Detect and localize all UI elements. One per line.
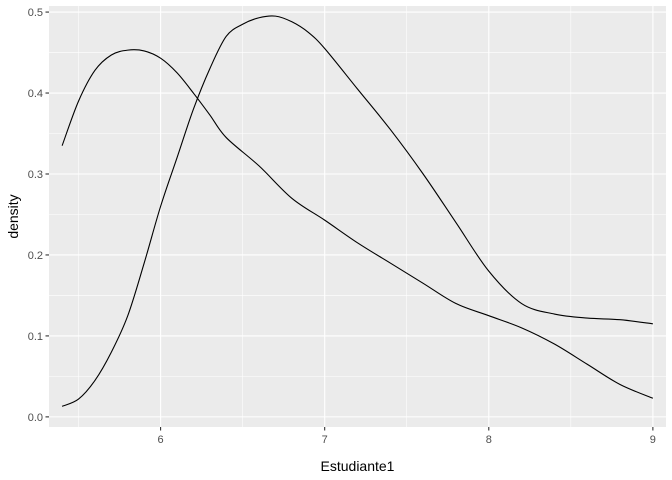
major-gridlines bbox=[49, 6, 666, 427]
plot-panel bbox=[49, 6, 666, 427]
x-tick-label: 7 bbox=[322, 434, 328, 446]
y-axis-title: density bbox=[5, 194, 21, 238]
y-tick-label: 0.5 bbox=[28, 7, 43, 19]
y-tick-label: 0.0 bbox=[28, 412, 43, 424]
density-curve-1 bbox=[61, 49, 654, 399]
y-axis-ticks: 0.0 0.1 0.2 0.3 0.4 0.5 bbox=[28, 7, 49, 424]
y-tick-label: 0.2 bbox=[28, 250, 43, 262]
minor-gridlines bbox=[49, 6, 666, 427]
density-curve-2 bbox=[61, 15, 653, 407]
x-axis-title: Estudiante1 bbox=[321, 458, 395, 474]
x-tick-label: 9 bbox=[650, 434, 656, 446]
x-tick-label: 6 bbox=[158, 434, 164, 446]
x-tick-label: 8 bbox=[486, 434, 492, 446]
density-curves bbox=[61, 15, 654, 407]
x-axis-ticks: 6 7 8 9 bbox=[158, 427, 656, 446]
y-tick-label: 0.4 bbox=[28, 88, 43, 100]
y-tick-label: 0.1 bbox=[28, 331, 43, 343]
y-tick-label: 0.3 bbox=[28, 169, 43, 181]
